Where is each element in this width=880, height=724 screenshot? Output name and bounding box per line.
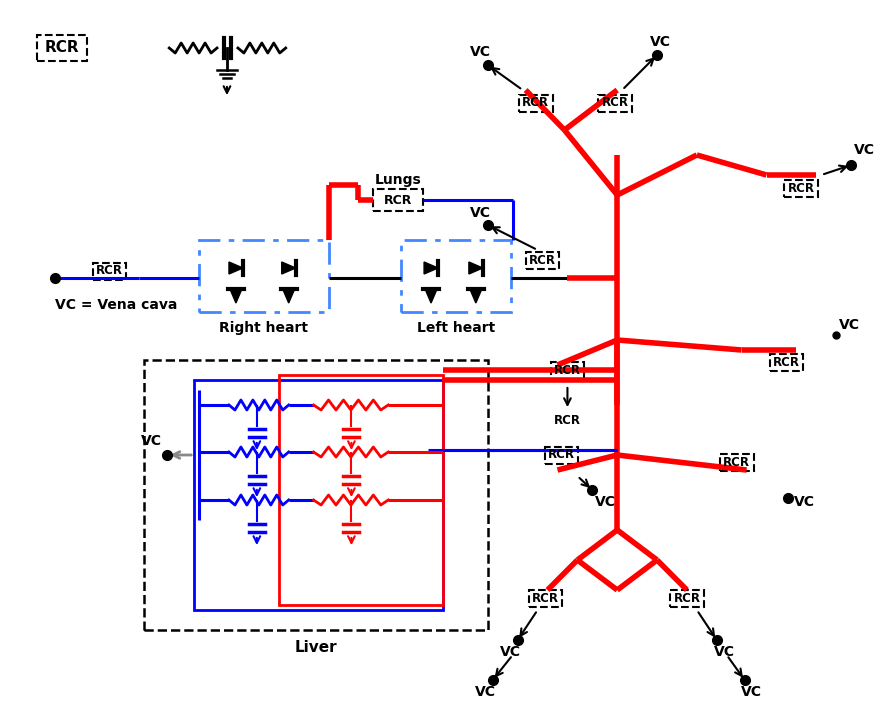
Bar <box>529 589 562 607</box>
Text: RCR: RCR <box>44 41 79 56</box>
Text: Right heart: Right heart <box>219 321 308 335</box>
Bar <box>37 35 86 61</box>
Bar <box>199 240 328 312</box>
Text: VC = Vena cava: VC = Vena cava <box>55 298 177 312</box>
Bar <box>518 95 553 111</box>
Polygon shape <box>229 262 243 274</box>
Text: RCR: RCR <box>673 592 700 605</box>
Bar <box>551 361 584 379</box>
Text: RCR: RCR <box>723 455 750 468</box>
Text: RCR: RCR <box>602 96 628 109</box>
Polygon shape <box>230 289 242 303</box>
Text: VC: VC <box>795 495 816 509</box>
Polygon shape <box>469 262 483 274</box>
Text: RCR: RCR <box>532 592 559 605</box>
Text: VC: VC <box>715 645 735 659</box>
Bar <box>784 180 818 196</box>
Text: VC: VC <box>475 685 496 699</box>
Text: VC: VC <box>141 434 162 448</box>
Text: VC: VC <box>649 35 671 49</box>
Bar <box>769 353 803 371</box>
Polygon shape <box>470 289 482 303</box>
Text: RCR: RCR <box>773 355 800 369</box>
Text: RCR: RCR <box>554 363 581 376</box>
Bar <box>525 251 560 269</box>
Bar <box>373 189 423 211</box>
Text: VC: VC <box>470 45 491 59</box>
Polygon shape <box>424 262 438 274</box>
Polygon shape <box>282 289 295 303</box>
Bar <box>720 453 753 471</box>
Text: RCR: RCR <box>529 253 556 266</box>
Text: Liver: Liver <box>295 641 337 655</box>
Text: VC: VC <box>470 206 491 220</box>
Text: VC: VC <box>840 318 861 332</box>
Text: Left heart: Left heart <box>417 321 495 335</box>
Bar <box>598 95 632 111</box>
Text: RCR: RCR <box>522 96 549 109</box>
Text: RCR: RCR <box>788 182 815 195</box>
Bar <box>545 447 578 463</box>
Text: VC: VC <box>595 495 616 509</box>
Text: RCR: RCR <box>384 193 413 206</box>
Bar <box>670 589 704 607</box>
Bar <box>401 240 510 312</box>
Bar <box>92 263 127 279</box>
Text: VC: VC <box>741 685 762 699</box>
Text: Lungs: Lungs <box>375 173 422 187</box>
Bar <box>194 380 443 610</box>
Text: RCR: RCR <box>554 413 581 426</box>
Text: VC: VC <box>854 143 875 157</box>
Bar <box>144 360 488 630</box>
Text: RCR: RCR <box>96 264 123 277</box>
Polygon shape <box>425 289 437 303</box>
Text: RCR: RCR <box>548 448 575 461</box>
Polygon shape <box>282 262 296 274</box>
Bar <box>279 375 443 605</box>
Text: VC: VC <box>500 645 521 659</box>
